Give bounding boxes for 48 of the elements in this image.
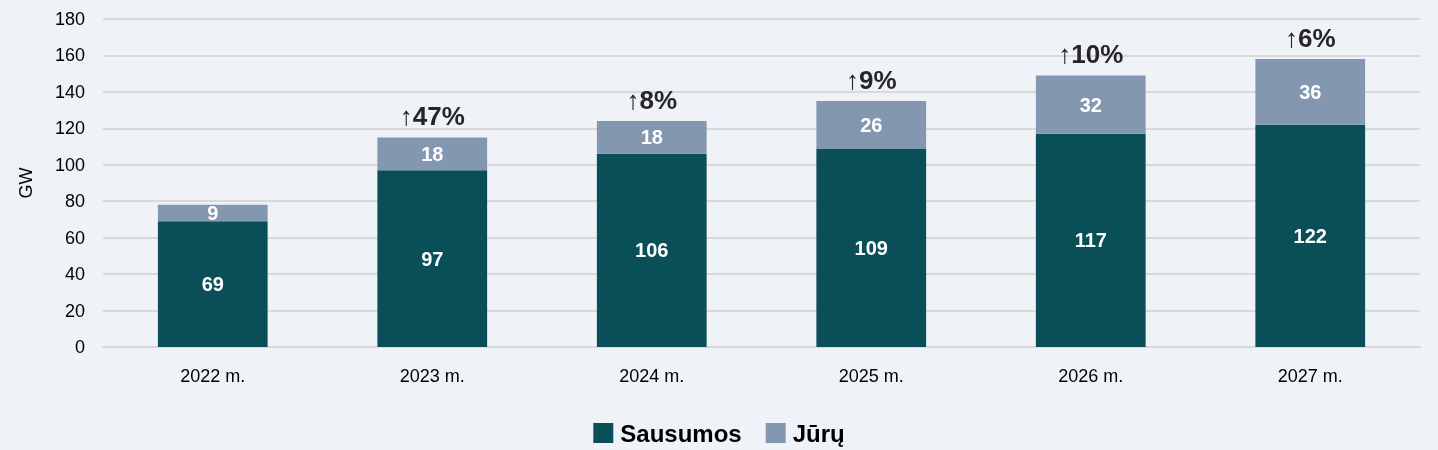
data-label: 32 [1079,93,1102,116]
legend-label: Sausumos [620,419,742,447]
y-tick-label: 180 [54,9,85,29]
annotation: ↑47% [399,101,465,132]
y-tick-label: 20 [64,300,85,321]
bar [816,101,927,149]
x-tick-label: 2023 m. [399,366,465,386]
y-tick-label: 120 [54,118,85,139]
annotation: ↑9% [845,65,897,95]
annotation: ↑8% [626,85,678,116]
annotation: ↑6% [1284,23,1336,54]
bar [596,121,707,154]
x-tick-label: 2027 m. [1277,366,1343,386]
data-label: 18 [421,142,444,165]
bar [816,148,927,347]
bar [1035,133,1146,347]
y-tick-label: 40 [64,264,85,285]
data-label: 122 [1293,224,1327,247]
y-tick-label: 160 [54,45,85,66]
data-label: 9 [207,202,219,225]
data-label: 109 [854,236,888,259]
bar [157,221,268,347]
data-label: 106 [635,239,669,262]
bar [1255,124,1366,347]
y-tick-label: 0 [74,337,85,357]
data-label: 36 [1299,80,1322,103]
y-tick-label: 100 [54,154,85,175]
bar [1255,59,1366,125]
data-label: 117 [1074,229,1107,252]
x-tick-label: 2025 m. [838,366,904,386]
data-label: 26 [860,113,883,136]
bar [377,137,488,171]
data-label: 18 [640,126,663,149]
x-tick-label: 2022 m. [180,366,246,386]
x-tick-label: 2024 m. [619,366,685,386]
y-tick-label: 60 [64,227,85,248]
bar [596,153,707,347]
data-label: 69 [201,273,224,296]
y-tick-label: 80 [64,191,85,212]
bar [1035,75,1146,134]
x-tick-label: 2026 m. [1058,366,1124,386]
data-label: 97 [421,247,444,270]
y-axis-title: GW [16,167,36,199]
annotation: ↑10% [1058,39,1124,70]
bar [157,204,268,222]
y-tick-label: 140 [54,81,85,102]
bar [377,170,488,347]
legend-label: Jūrų [792,419,845,447]
